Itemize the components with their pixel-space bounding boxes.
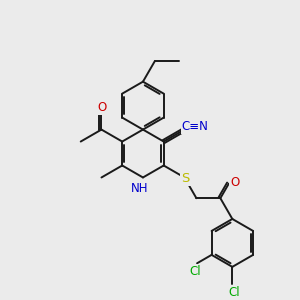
Text: C≡N: C≡N xyxy=(182,120,208,133)
Text: Cl: Cl xyxy=(190,265,202,278)
Text: NH: NH xyxy=(131,182,148,195)
Text: O: O xyxy=(98,101,107,114)
Text: S: S xyxy=(181,172,190,184)
Text: O: O xyxy=(230,176,240,189)
Text: Cl: Cl xyxy=(228,286,240,298)
